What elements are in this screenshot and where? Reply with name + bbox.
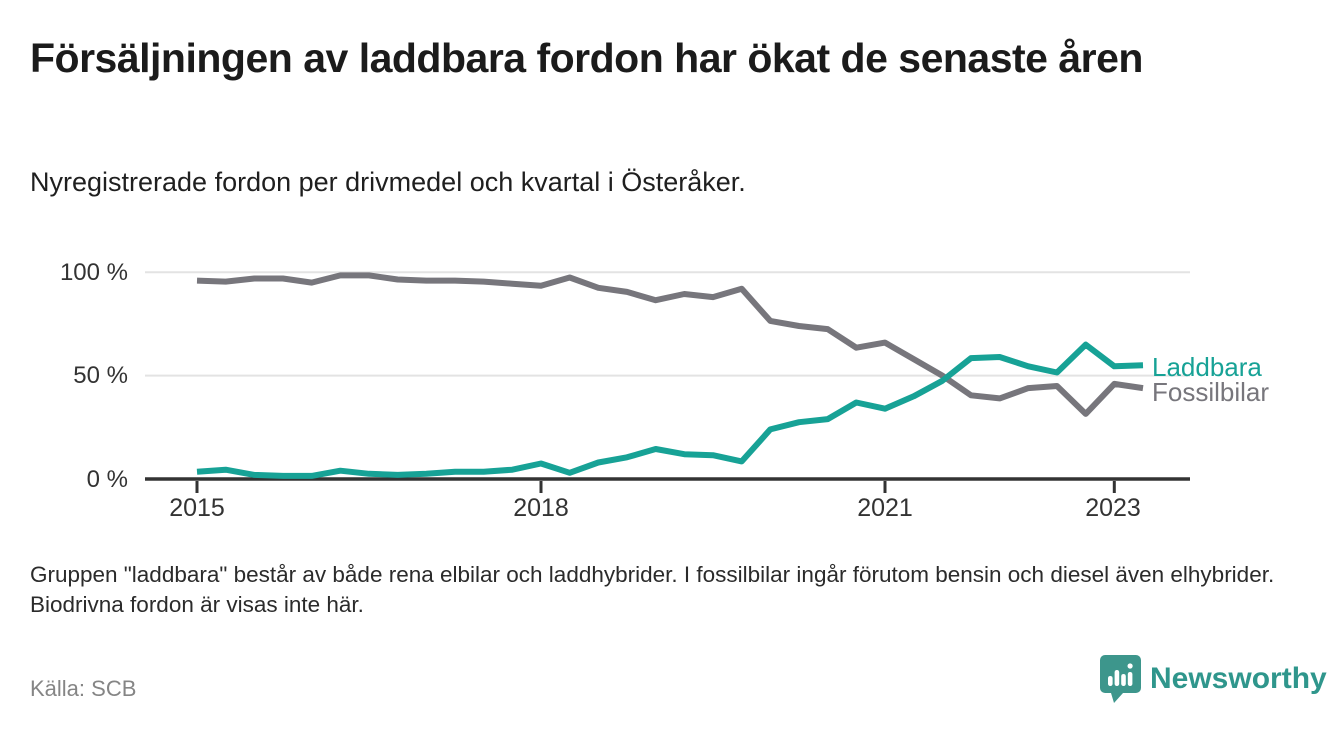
- footnote: Gruppen "laddbara" består av både rena e…: [30, 562, 1275, 618]
- y-tick-50: 50 %: [73, 362, 128, 389]
- newsworthy-logo: Newsworthy: [1100, 655, 1327, 708]
- source-credit: Källa: SCB: [30, 676, 137, 701]
- x-tick-2023: 2023: [1085, 494, 1141, 522]
- y-tick-0: 0 %: [86, 466, 128, 493]
- x-tick-2015: 2015: [169, 494, 225, 522]
- newsworthy-wordmark: Newsworthy: [1150, 662, 1327, 695]
- x-tick-2018: 2018: [513, 494, 569, 522]
- y-tick-100: 100 %: [59, 259, 128, 286]
- legend-fossilbilar: Fossilbilar: [1152, 377, 1270, 407]
- chart-subtitle: Nyregistrerade fordon per drivmedel och …: [30, 167, 746, 197]
- chart-title: Försäljningen av laddbara fordon har öka…: [30, 35, 1143, 81]
- legend-laddbara: Laddbara: [1152, 352, 1262, 382]
- newsworthy-pin-icon: [1100, 655, 1141, 708]
- x-tick-2021: 2021: [857, 494, 913, 522]
